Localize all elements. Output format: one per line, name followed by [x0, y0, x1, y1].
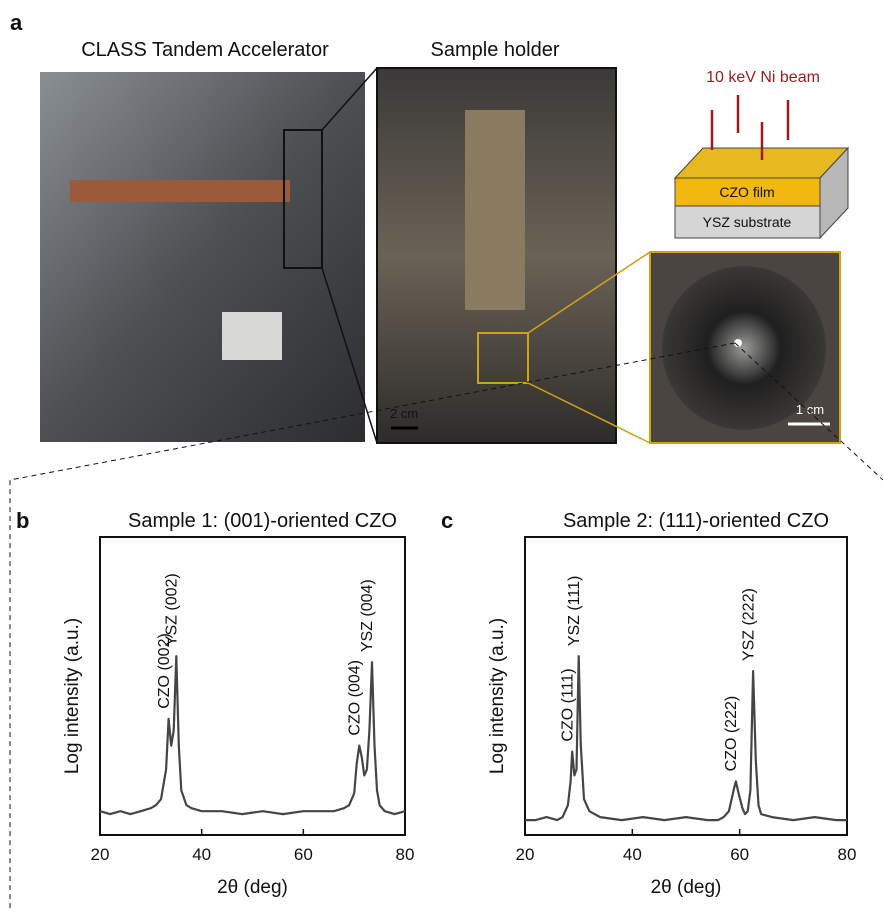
x-axis-label: 2θ (deg) [217, 877, 288, 898]
x-tick-label: 60 [730, 845, 749, 864]
beamline [70, 180, 290, 202]
peak-label: CZO (222) [723, 696, 740, 772]
panel-label: b [16, 508, 29, 533]
panel-label: a [10, 10, 23, 35]
film-label: CZO film [719, 184, 774, 200]
y-axis-label: Log intensity (a.u.) [62, 618, 83, 774]
x-tick-label: 80 [838, 845, 857, 864]
photo-accelerator [40, 72, 365, 442]
peak-label: CZO (004) [346, 660, 363, 736]
side [819, 146, 849, 240]
x-tick-label: 20 [91, 845, 110, 864]
x-axis-label: 2θ (deg) [651, 877, 722, 898]
plot-frame [99, 536, 406, 836]
photo-title: Sample holder [431, 39, 560, 61]
photo-title: CLASS Tandem Accelerator [81, 39, 329, 61]
highlight-box [477, 332, 529, 384]
x-tick-label: 20 [516, 845, 535, 864]
x-tick-label: 40 [192, 845, 211, 864]
xrd-trace [99, 655, 406, 816]
beam-arrows [710, 95, 790, 160]
connector [527, 251, 651, 334]
x-tick-label: 80 [396, 845, 415, 864]
y-axis-label: Log intensity (a.u.) [487, 618, 508, 774]
scale-label: 2 cm [390, 406, 418, 421]
chart-title: Sample 1: (001)-oriented CZO [128, 510, 397, 532]
panel-label: c [441, 508, 453, 533]
peak-label: YSZ (004) [359, 579, 376, 652]
chart-title: Sample 2: (111)-oriented CZO [563, 510, 829, 532]
peak-label: YSZ (002) [163, 573, 180, 646]
highlight-box [283, 129, 323, 269]
substrate [674, 205, 821, 239]
connector [321, 267, 378, 444]
x-tick-label: 40 [623, 845, 642, 864]
connector [321, 67, 378, 131]
x-tick-label: 60 [294, 845, 313, 864]
substrate-label: YSZ substrate [703, 214, 792, 230]
peak-label: YSZ (111) [566, 576, 583, 647]
instrument [222, 312, 282, 360]
peak-label: CZO (111) [559, 668, 576, 741]
xrd-trace [525, 655, 847, 822]
peak-label: YSZ (222) [740, 588, 757, 661]
beam-label: 10 keV Ni beam [706, 69, 820, 86]
scale-label: 1 cm [796, 402, 824, 417]
sample [734, 339, 742, 347]
connector [527, 382, 651, 444]
peak-label: CZO (002) [156, 633, 173, 709]
plot-frame [524, 536, 848, 836]
dashed-frame [9, 342, 883, 911]
holder-rods [465, 110, 525, 310]
